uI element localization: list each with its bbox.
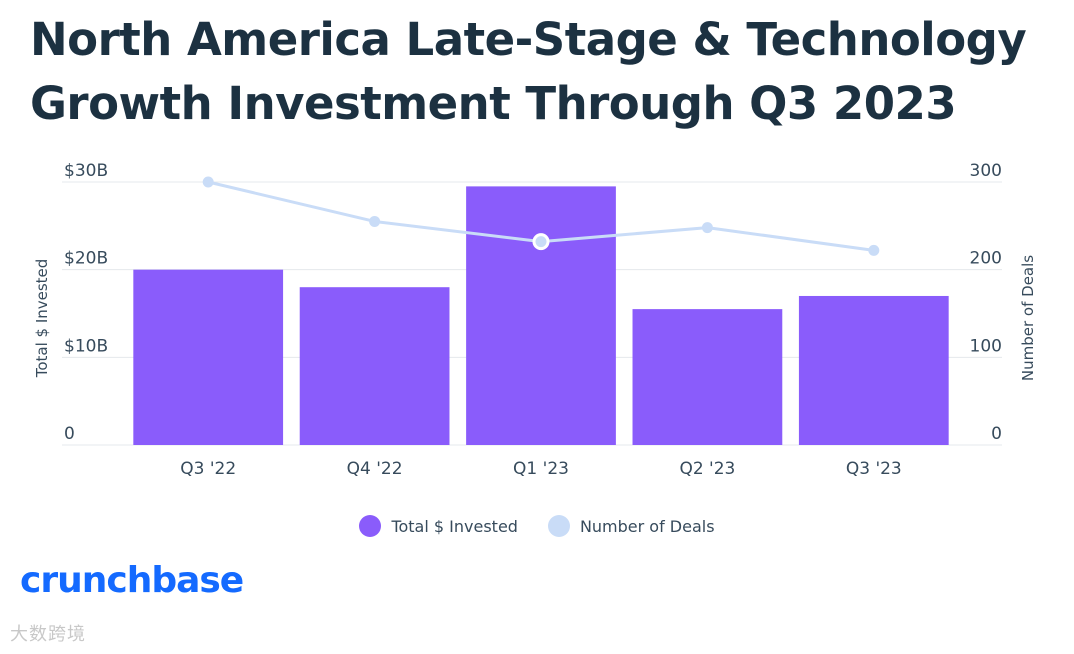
y-axis-label: Total $ Invested bbox=[33, 259, 51, 379]
deals-point bbox=[532, 233, 550, 251]
bar bbox=[798, 295, 949, 445]
deals-point bbox=[701, 222, 713, 234]
y2-tick-label: 0 bbox=[991, 424, 1002, 444]
deals-line bbox=[202, 176, 880, 256]
legend-swatch-deals bbox=[547, 515, 570, 537]
y2-axis-label: Number of Deals bbox=[1019, 255, 1037, 381]
legend-label-deals: Number of Deals bbox=[579, 516, 715, 536]
y-tick-label: $30B bbox=[64, 161, 108, 181]
bars bbox=[133, 186, 949, 445]
bar bbox=[299, 287, 450, 445]
legend-label-invested: Total $ Invested bbox=[391, 516, 518, 536]
y2-tick-label: 100 bbox=[970, 336, 1002, 356]
bar bbox=[466, 186, 616, 445]
watermark: 大数跨境 bbox=[10, 624, 86, 645]
y-tick-label: 0 bbox=[64, 424, 75, 444]
x-tick-label: Q4 '22 bbox=[347, 459, 403, 479]
chart-legend: Total $ Invested Number of Deals bbox=[0, 515, 1074, 537]
legend-item-deals[interactable]: Number of Deals bbox=[547, 515, 715, 537]
y-tick-label: $10B bbox=[64, 336, 108, 356]
crunchbase-logo: crunchbase bbox=[20, 560, 244, 601]
deals-point bbox=[369, 215, 381, 227]
bar bbox=[632, 309, 783, 445]
x-tick-label: Q3 '23 bbox=[846, 459, 902, 479]
deals-point bbox=[868, 244, 880, 256]
y2-tick-label: 200 bbox=[970, 249, 1002, 269]
axis-ticks: 0 0 $10B 100 $20B 200 $30B 300 Q3 '22 Q4 '22 Q1 '2… bbox=[64, 161, 1002, 479]
y2-tick-label: 300 bbox=[970, 161, 1002, 181]
x-tick-label: Q1 '23 bbox=[513, 459, 569, 479]
legend-swatch-invested bbox=[359, 515, 382, 537]
x-tick-label: Q2 '23 bbox=[679, 459, 735, 479]
chart-area: 0 0 $10B 100 $20B 200 $30B 300 Q3 '22 Q4 '22 Q1 '2… bbox=[33, 161, 1037, 479]
x-tick-label: Q3 '22 bbox=[180, 459, 236, 479]
y-tick-label: $20B bbox=[64, 249, 108, 269]
bar bbox=[133, 269, 284, 445]
legend-item-invested[interactable]: Total $ Invested bbox=[359, 515, 518, 537]
deals-point bbox=[202, 176, 214, 188]
chart-title: North America Late-Stage & Technology Gr… bbox=[30, 13, 1027, 130]
